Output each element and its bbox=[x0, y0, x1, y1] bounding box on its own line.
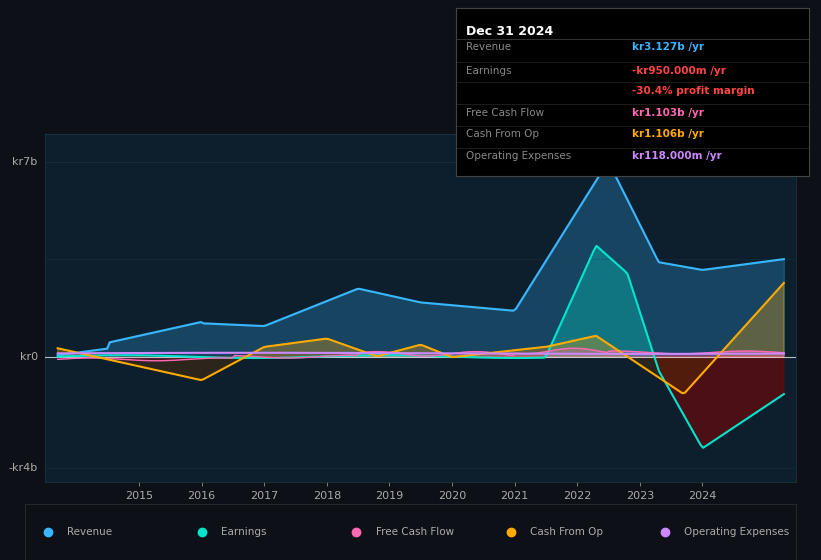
Text: kr0: kr0 bbox=[20, 352, 38, 362]
Text: -kr4b: -kr4b bbox=[8, 463, 38, 473]
Text: Earnings: Earnings bbox=[222, 527, 267, 537]
Text: -kr950.000m /yr: -kr950.000m /yr bbox=[632, 66, 726, 76]
Text: Operating Expenses: Operating Expenses bbox=[685, 527, 790, 537]
Text: kr1.106b /yr: kr1.106b /yr bbox=[632, 129, 704, 139]
Text: Revenue: Revenue bbox=[466, 42, 511, 52]
Text: Cash From Op: Cash From Op bbox=[466, 129, 539, 139]
Text: kr3.127b /yr: kr3.127b /yr bbox=[632, 42, 704, 52]
Text: kr118.000m /yr: kr118.000m /yr bbox=[632, 151, 722, 161]
Text: Cash From Op: Cash From Op bbox=[530, 527, 603, 537]
Text: Free Cash Flow: Free Cash Flow bbox=[466, 108, 544, 118]
Text: Earnings: Earnings bbox=[466, 66, 511, 76]
Text: Operating Expenses: Operating Expenses bbox=[466, 151, 571, 161]
Text: kr7b: kr7b bbox=[12, 157, 38, 167]
Text: Revenue: Revenue bbox=[67, 527, 112, 537]
Text: Dec 31 2024: Dec 31 2024 bbox=[466, 25, 553, 38]
Text: kr1.103b /yr: kr1.103b /yr bbox=[632, 108, 704, 118]
Text: Free Cash Flow: Free Cash Flow bbox=[376, 527, 454, 537]
Text: -30.4% profit margin: -30.4% profit margin bbox=[632, 86, 754, 96]
